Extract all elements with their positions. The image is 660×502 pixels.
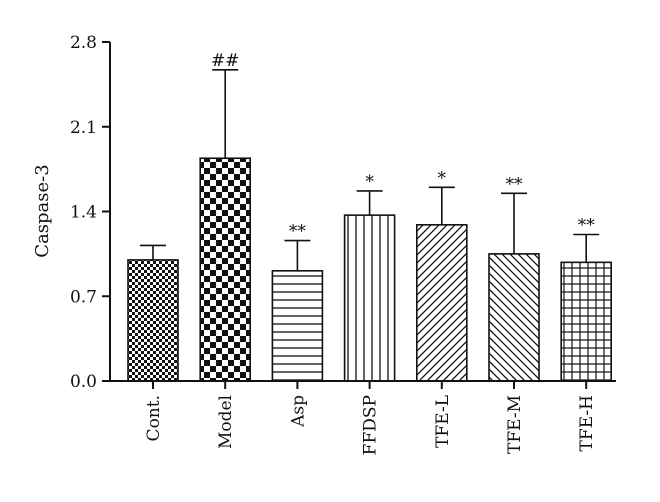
y-tick-label: 1.4: [70, 203, 97, 223]
y-tick-label: 2.8: [70, 33, 97, 53]
bar-group: **: [560, 216, 613, 382]
bar-group: *: [415, 168, 468, 382]
significance-label: **: [289, 222, 307, 242]
significance-label: *: [438, 168, 447, 188]
bars: ##*** * ****: [127, 51, 613, 382]
bar-group: **: [488, 174, 540, 382]
bar: [416, 224, 467, 381]
y-tick-label: 2.1: [70, 118, 97, 138]
bar: [128, 259, 178, 381]
y-tick-label: 0.0: [70, 372, 97, 392]
significance-label: ##: [211, 51, 240, 71]
x-tick-label: TFE-M: [505, 395, 525, 454]
bar-group: *: [343, 172, 396, 382]
bar: [200, 158, 251, 381]
x-tick-label: FFDSP: [361, 395, 381, 455]
x-tick-label: Cont.: [144, 395, 164, 441]
bar-group: [127, 244, 179, 382]
significance-label: **: [506, 174, 524, 194]
y-tick-label: 0.7: [70, 287, 97, 307]
bar: [561, 262, 612, 381]
x-tick-label: Model: [216, 395, 236, 449]
bar: [489, 253, 539, 381]
x-tick-label: TFE-H: [577, 395, 597, 451]
x-axis: Cont. Model Asp FFDSP TFE-L TFE-M TFE-H: [110, 380, 616, 455]
bar-group: ##: [199, 51, 251, 382]
significance-label: *: [365, 172, 374, 192]
x-tick-label: TFE-L: [433, 395, 453, 448]
bar: [344, 215, 395, 381]
bar: [272, 270, 323, 381]
y-axis-label: Caspase-3: [32, 164, 53, 257]
bar-group: **: [271, 222, 324, 382]
y-axis: 0.0 0.7 1.4 2.1 2.8: [70, 33, 111, 392]
x-tick-label: Asp: [288, 395, 308, 428]
significance-label: **: [578, 216, 596, 236]
